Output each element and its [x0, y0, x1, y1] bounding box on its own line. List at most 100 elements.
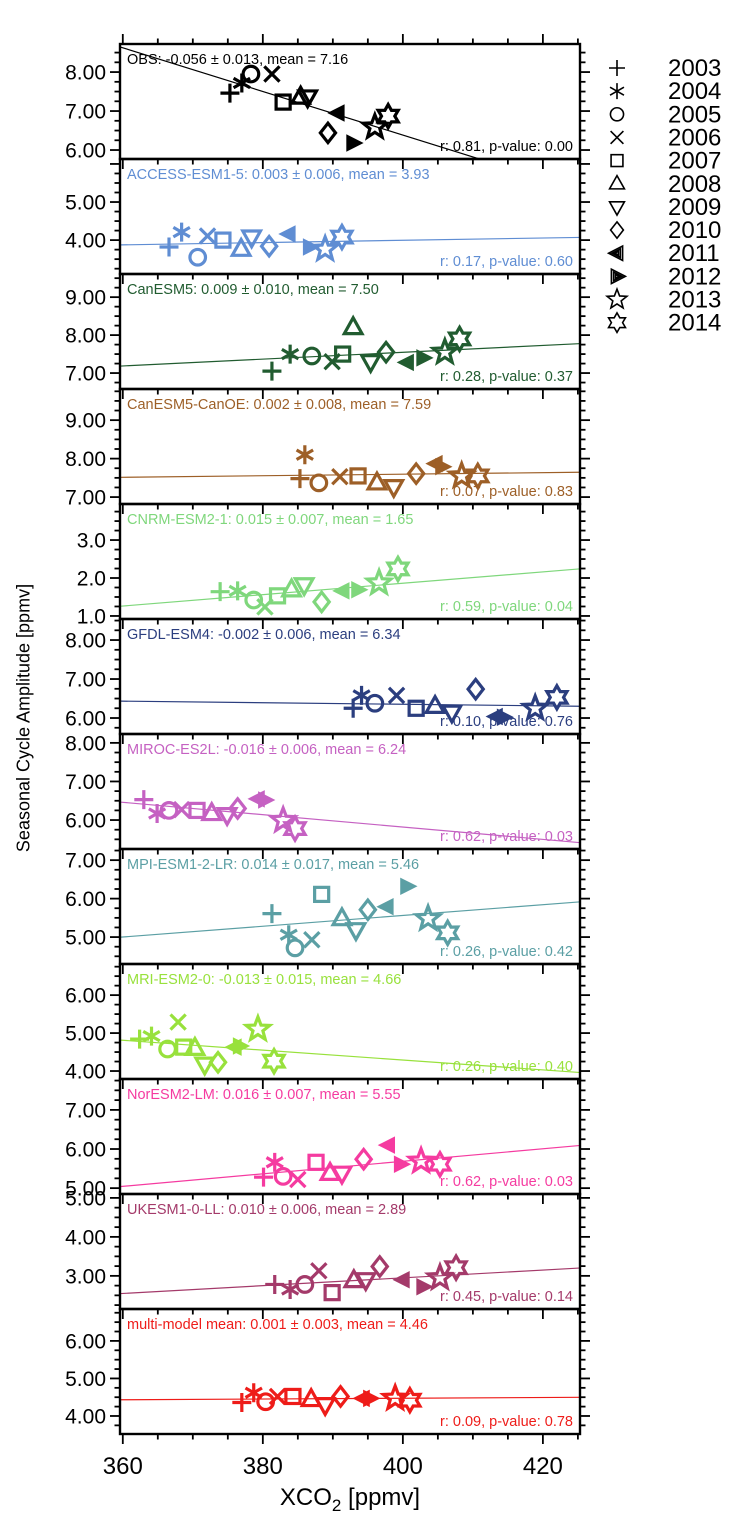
data-point-2005	[285, 938, 305, 958]
x-tick-label: 400	[383, 1453, 423, 1480]
marker-cross	[387, 686, 406, 705]
data-point-2010	[354, 1146, 374, 1172]
marker-cross	[303, 931, 321, 949]
data-point-2014	[544, 682, 570, 713]
data-point-2014	[446, 324, 473, 354]
panel-ACCESS-ESM1-5: 4.00 5.00 ACCESS-ESM1-5: 0.003 ± 0.006, me…	[65, 157, 590, 284]
regression-line	[121, 1039, 579, 1074]
panel-stats: r: 0.62, p-value: 0.03	[440, 1174, 573, 1190]
panel-stats: r: 0.28, p-value: 0.37	[440, 369, 573, 385]
legend-symbol-cross	[610, 130, 624, 145]
y-tick-label: 4.00	[65, 230, 106, 253]
data-point-2014	[385, 554, 411, 584]
y-tick-label: 8.00	[65, 448, 106, 471]
marker-circle	[609, 106, 625, 122]
y-tick-label: 1.0	[77, 605, 106, 628]
marker-plus	[159, 237, 179, 257]
marker-triangle-right	[302, 238, 321, 256]
marker-triangle-right	[258, 791, 276, 809]
marker-plus	[262, 361, 282, 381]
marker-triangle-up	[183, 1035, 207, 1056]
y-tick-label: 6.00	[65, 888, 106, 911]
marker-triangle-down	[359, 353, 383, 375]
data-point-2013	[363, 566, 396, 597]
y-tick-label: 3.00	[65, 1265, 106, 1288]
legend-symbol-plus	[609, 60, 625, 76]
data-point-2009	[296, 89, 320, 110]
marker-cross	[268, 1387, 287, 1406]
legend-year-label: 2006	[668, 124, 721, 151]
marker-star6	[464, 461, 491, 491]
data-point-2006	[198, 227, 217, 245]
data-point-2014	[261, 1046, 287, 1076]
data-point-2008	[229, 236, 253, 257]
data-point-2010	[376, 339, 396, 365]
panel-stats: r: 0.59, p-value: 0.04	[440, 599, 573, 615]
panel-title: CanESM5: 0.009 ± 0.010, mean = 7.50	[127, 282, 379, 298]
data-point-2006	[169, 1013, 187, 1031]
marker-star6	[385, 554, 411, 584]
x-axis-title-suffix: [ppmv]	[341, 1484, 421, 1511]
panel-OBS: 6.00 7.00 8.00 OBS: -0.056 ± 0.013, mean = …	[65, 34, 590, 169]
marker-star5	[241, 1012, 274, 1043]
data-point-2011	[327, 104, 345, 122]
x-ticks	[121, 1434, 579, 1444]
marker-triangle-left	[278, 225, 296, 243]
data-point-2009	[344, 922, 368, 943]
data-point-2012	[351, 581, 369, 599]
data-point-2004	[172, 222, 191, 242]
marker-triangle-down	[354, 1272, 378, 1293]
marker-circle	[188, 247, 208, 267]
y-tick-label: 6.00	[65, 985, 106, 1008]
marker-triangle-up	[423, 693, 447, 714]
data-point-2010	[330, 1384, 351, 1409]
legend-year-label: 2012	[668, 263, 721, 290]
data-point-2012	[400, 877, 418, 896]
data-point-2005	[241, 64, 261, 84]
marker-circle	[309, 473, 329, 493]
marker-triangle-down	[330, 1165, 354, 1187]
data-point-2009	[193, 1056, 217, 1078]
data-point-2005	[302, 346, 322, 366]
legend-item-2013: 2013	[604, 287, 721, 314]
data-point-2010	[358, 897, 378, 923]
data-point-2012	[258, 791, 276, 809]
marker-diamond	[466, 676, 486, 702]
marker-triangle-down	[313, 1397, 337, 1418]
regression-line	[121, 801, 579, 844]
panel-UKESM1-0-LL: 3.00 4.00 5.00 UKESM1-0-LL: 0.010 ± 0.006, …	[65, 1187, 590, 1319]
data-point-2014	[427, 1149, 453, 1180]
data-point-2006	[331, 467, 349, 486]
data-point-2003	[343, 698, 363, 718]
panel-title: CNRM-ESM2-1: 0.015 ± 0.007, mean = 1.65	[127, 512, 413, 528]
data-point-2006	[303, 931, 321, 949]
y-tick-label: 7.00	[65, 850, 106, 873]
marker-triangle-down	[240, 229, 264, 251]
data-point-2012	[363, 1389, 381, 1408]
panel-title: CanESM5-CanOE: 0.002 ± 0.008, mean = 7.5…	[127, 397, 431, 413]
data-point-2007	[274, 93, 292, 111]
panel-MIROC-ES2L: 6.00 7.00 8.00 MIROC-ES2L: -0.016 ± 0.006, …	[65, 732, 590, 859]
y-tick-label: 5.00	[65, 1368, 106, 1391]
y-tick-label: 8.00	[65, 62, 106, 85]
y-tick-label: 4.00	[65, 1061, 106, 1084]
data-point-2004	[295, 445, 314, 465]
x-tick-label: 420	[523, 1453, 563, 1480]
y-tick-label: 8.00	[65, 325, 106, 348]
y-tick-label: 8.00	[65, 630, 106, 653]
x-axis-title-sub: 2	[331, 1495, 342, 1515]
panel-markers	[220, 64, 401, 152]
marker-square	[313, 885, 331, 904]
data-point-2009	[240, 229, 264, 251]
panel-border	[118, 1307, 582, 1436]
panel-stats: r: 0.07, p-value: 0.83	[440, 484, 573, 500]
data-point-2012	[416, 1278, 434, 1296]
data-point-2010	[406, 461, 426, 486]
marker-diamond	[376, 339, 396, 365]
marker-triangle-right	[416, 349, 434, 367]
data-point-2013	[519, 691, 552, 722]
marker-diamond	[227, 796, 248, 821]
marker-plus	[254, 1167, 274, 1187]
marker-triangle-right	[496, 708, 515, 726]
